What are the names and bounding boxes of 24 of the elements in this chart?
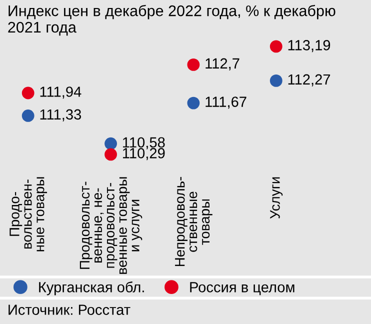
point bbox=[22, 110, 34, 122]
data-label: 111,67 bbox=[206, 96, 246, 109]
data-label: 113,19 bbox=[288, 40, 330, 52]
data-label: 110,29 bbox=[122, 148, 165, 160]
data-label: 110,58 bbox=[122, 137, 165, 150]
data-label: 111,94 bbox=[40, 86, 82, 99]
legend-label: Россия в целом bbox=[190, 282, 294, 296]
point bbox=[270, 74, 282, 87]
point bbox=[104, 148, 117, 161]
x-tick-label: Непродоволь- ственные товары bbox=[175, 176, 212, 266]
x-tick-label: Продовольст- венные, не- продовольст- венные товары и услуги bbox=[80, 177, 142, 274]
point bbox=[22, 86, 34, 100]
point bbox=[270, 40, 282, 53]
point bbox=[187, 58, 200, 71]
data-label: 112,27 bbox=[288, 74, 330, 86]
point bbox=[187, 96, 200, 110]
point bbox=[104, 137, 117, 150]
data-label: 111,33 bbox=[40, 109, 82, 122]
text: Источник: Росстат bbox=[8, 304, 130, 315]
x-tick-label: Услуги bbox=[270, 177, 283, 219]
data-label: 112,7 bbox=[206, 58, 240, 70]
x-tick-label: Продо- вольствен- ные товары bbox=[10, 177, 48, 252]
legend-label: Курганская обл. bbox=[39, 282, 144, 296]
chart-title: Индекс цен в декабре 2022 года, % к декабрю 2021 года bbox=[8, 4, 336, 36]
